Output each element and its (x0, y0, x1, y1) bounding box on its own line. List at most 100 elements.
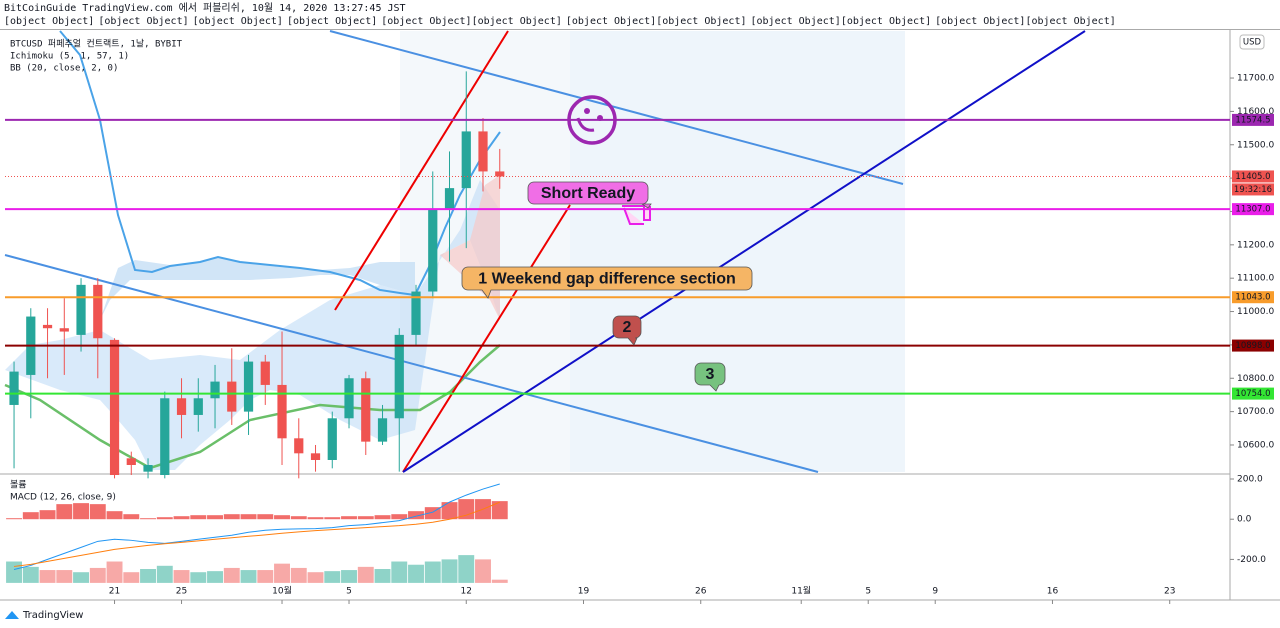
candle-body (344, 378, 354, 419)
candle-body (260, 361, 270, 385)
candle-body (176, 398, 187, 415)
price-level-label: 11574.5 (1235, 115, 1270, 125)
volume-bar (475, 559, 491, 583)
volume-bar (357, 566, 374, 583)
candle-body (361, 378, 371, 442)
y-tick-label: 200.0 (1237, 475, 1263, 485)
quote-part: [object Object] (841, 16, 931, 27)
macd-histogram-bar (357, 516, 374, 520)
macd-histogram-bar (240, 514, 257, 520)
candle-body (243, 361, 254, 412)
quote-part: [object Object] (381, 16, 471, 27)
x-tick-label: 26 (695, 587, 707, 597)
ichimoku-cloud (5, 180, 500, 470)
price-level-badge (1232, 113, 1274, 126)
hand-icon (622, 205, 651, 225)
y-tick-label: 11200.0 (1237, 240, 1274, 250)
annotation-text: 2 (623, 319, 632, 336)
x-tick-label: 9 (932, 587, 938, 597)
annotation-bubble (461, 266, 753, 299)
macd-histogram-bar (324, 517, 341, 520)
volume-bar (307, 572, 324, 583)
macd-line (13, 483, 500, 570)
y-tick-label: 10700.0 (1237, 407, 1274, 417)
macd-histogram-bar (56, 504, 73, 520)
quote-part: [object Object] (935, 16, 1025, 27)
candle-body (193, 398, 203, 415)
macd-histogram-bar (106, 511, 123, 520)
candle-body (143, 464, 153, 472)
y-tick-label: 0.0 (1237, 515, 1252, 525)
macd-histogram-bar (274, 515, 290, 520)
price-level-label: 10898.0 (1235, 341, 1270, 351)
macd-histogram-bar (6, 518, 23, 520)
macd-histogram-bar (491, 501, 508, 520)
legend-line: Ichimoku (5, 1, 57, 1) (10, 52, 129, 62)
countdown-badge (1232, 183, 1274, 196)
currency-badge[interactable] (1239, 34, 1265, 50)
candle-body (495, 171, 505, 177)
candle-body (109, 339, 120, 476)
x-tick-label: 5 (865, 587, 871, 597)
annotation-bubble (527, 181, 652, 209)
x-tick-label: 25 (176, 587, 187, 597)
macd-histogram-bar (374, 515, 391, 520)
position-zone (570, 31, 905, 472)
publish-line: BitCoinGuide TradingView.com 에서 퍼블리쉬, 10… (4, 2, 406, 14)
trend-line (402, 30, 1086, 473)
brand: TradingView (5, 610, 83, 621)
annotation-text: 1 Weekend gap difference section (478, 271, 736, 288)
volume-bar (173, 570, 190, 583)
volume-bar (73, 572, 89, 583)
volume-bar (240, 570, 257, 583)
x-tick-label: 21 (109, 587, 120, 597)
y-tick-label: 11000.0 (1237, 307, 1274, 317)
countdown: 19:32:16 (1234, 185, 1272, 195)
macd-histogram-bar (341, 516, 357, 520)
volume-bar (89, 567, 106, 583)
quote-part: [object Object] (193, 16, 283, 27)
volume-bar (22, 566, 39, 583)
trend-line (402, 204, 571, 473)
volume-bar (274, 563, 290, 583)
macd-histogram-bar (391, 514, 408, 520)
macd-histogram-bar (257, 514, 274, 520)
y-tick-label: 11700.0 (1237, 74, 1274, 84)
candle-body (478, 131, 488, 172)
price-level-badge (1232, 291, 1274, 304)
volume-bar (190, 572, 207, 583)
volume-bar (257, 570, 274, 583)
macd-histogram-bar (307, 517, 324, 520)
y-tick-label: 11100.0 (1237, 274, 1274, 284)
x-tick-label: 19 (578, 587, 590, 597)
macd-histogram-bar (140, 518, 156, 520)
quote-part: [object Object] (566, 16, 656, 27)
candle-body (210, 381, 220, 399)
candle-body (76, 284, 86, 335)
tenkan-line (59, 30, 501, 297)
volume-bar (441, 559, 458, 583)
price-level-badge (1232, 170, 1274, 183)
price-level-label: 10754.0 (1235, 389, 1270, 399)
candle-body (9, 371, 19, 405)
candle-body (377, 418, 388, 442)
volume-bar (408, 564, 424, 583)
annotation-text: Short Ready (541, 185, 635, 202)
volume-bar (156, 565, 173, 583)
price-level-label: 11307.0 (1235, 205, 1270, 215)
signal-line (13, 501, 500, 567)
macd-histogram-bar (441, 502, 458, 520)
x-tick-label: 5 (346, 587, 352, 597)
quote-part: [object Object] (287, 16, 377, 27)
candle-body (160, 398, 170, 476)
volume-bar (290, 567, 307, 583)
macd-histogram-bar (39, 510, 56, 520)
quote-part: [object Object] (98, 16, 188, 27)
y-tick-label: 11600.0 (1237, 107, 1274, 117)
volume-bar (324, 571, 341, 583)
x-tick-label: 12 (461, 587, 472, 597)
trend-line (334, 30, 509, 311)
volume-bar (491, 579, 508, 583)
macd-histogram-bar (207, 515, 223, 520)
